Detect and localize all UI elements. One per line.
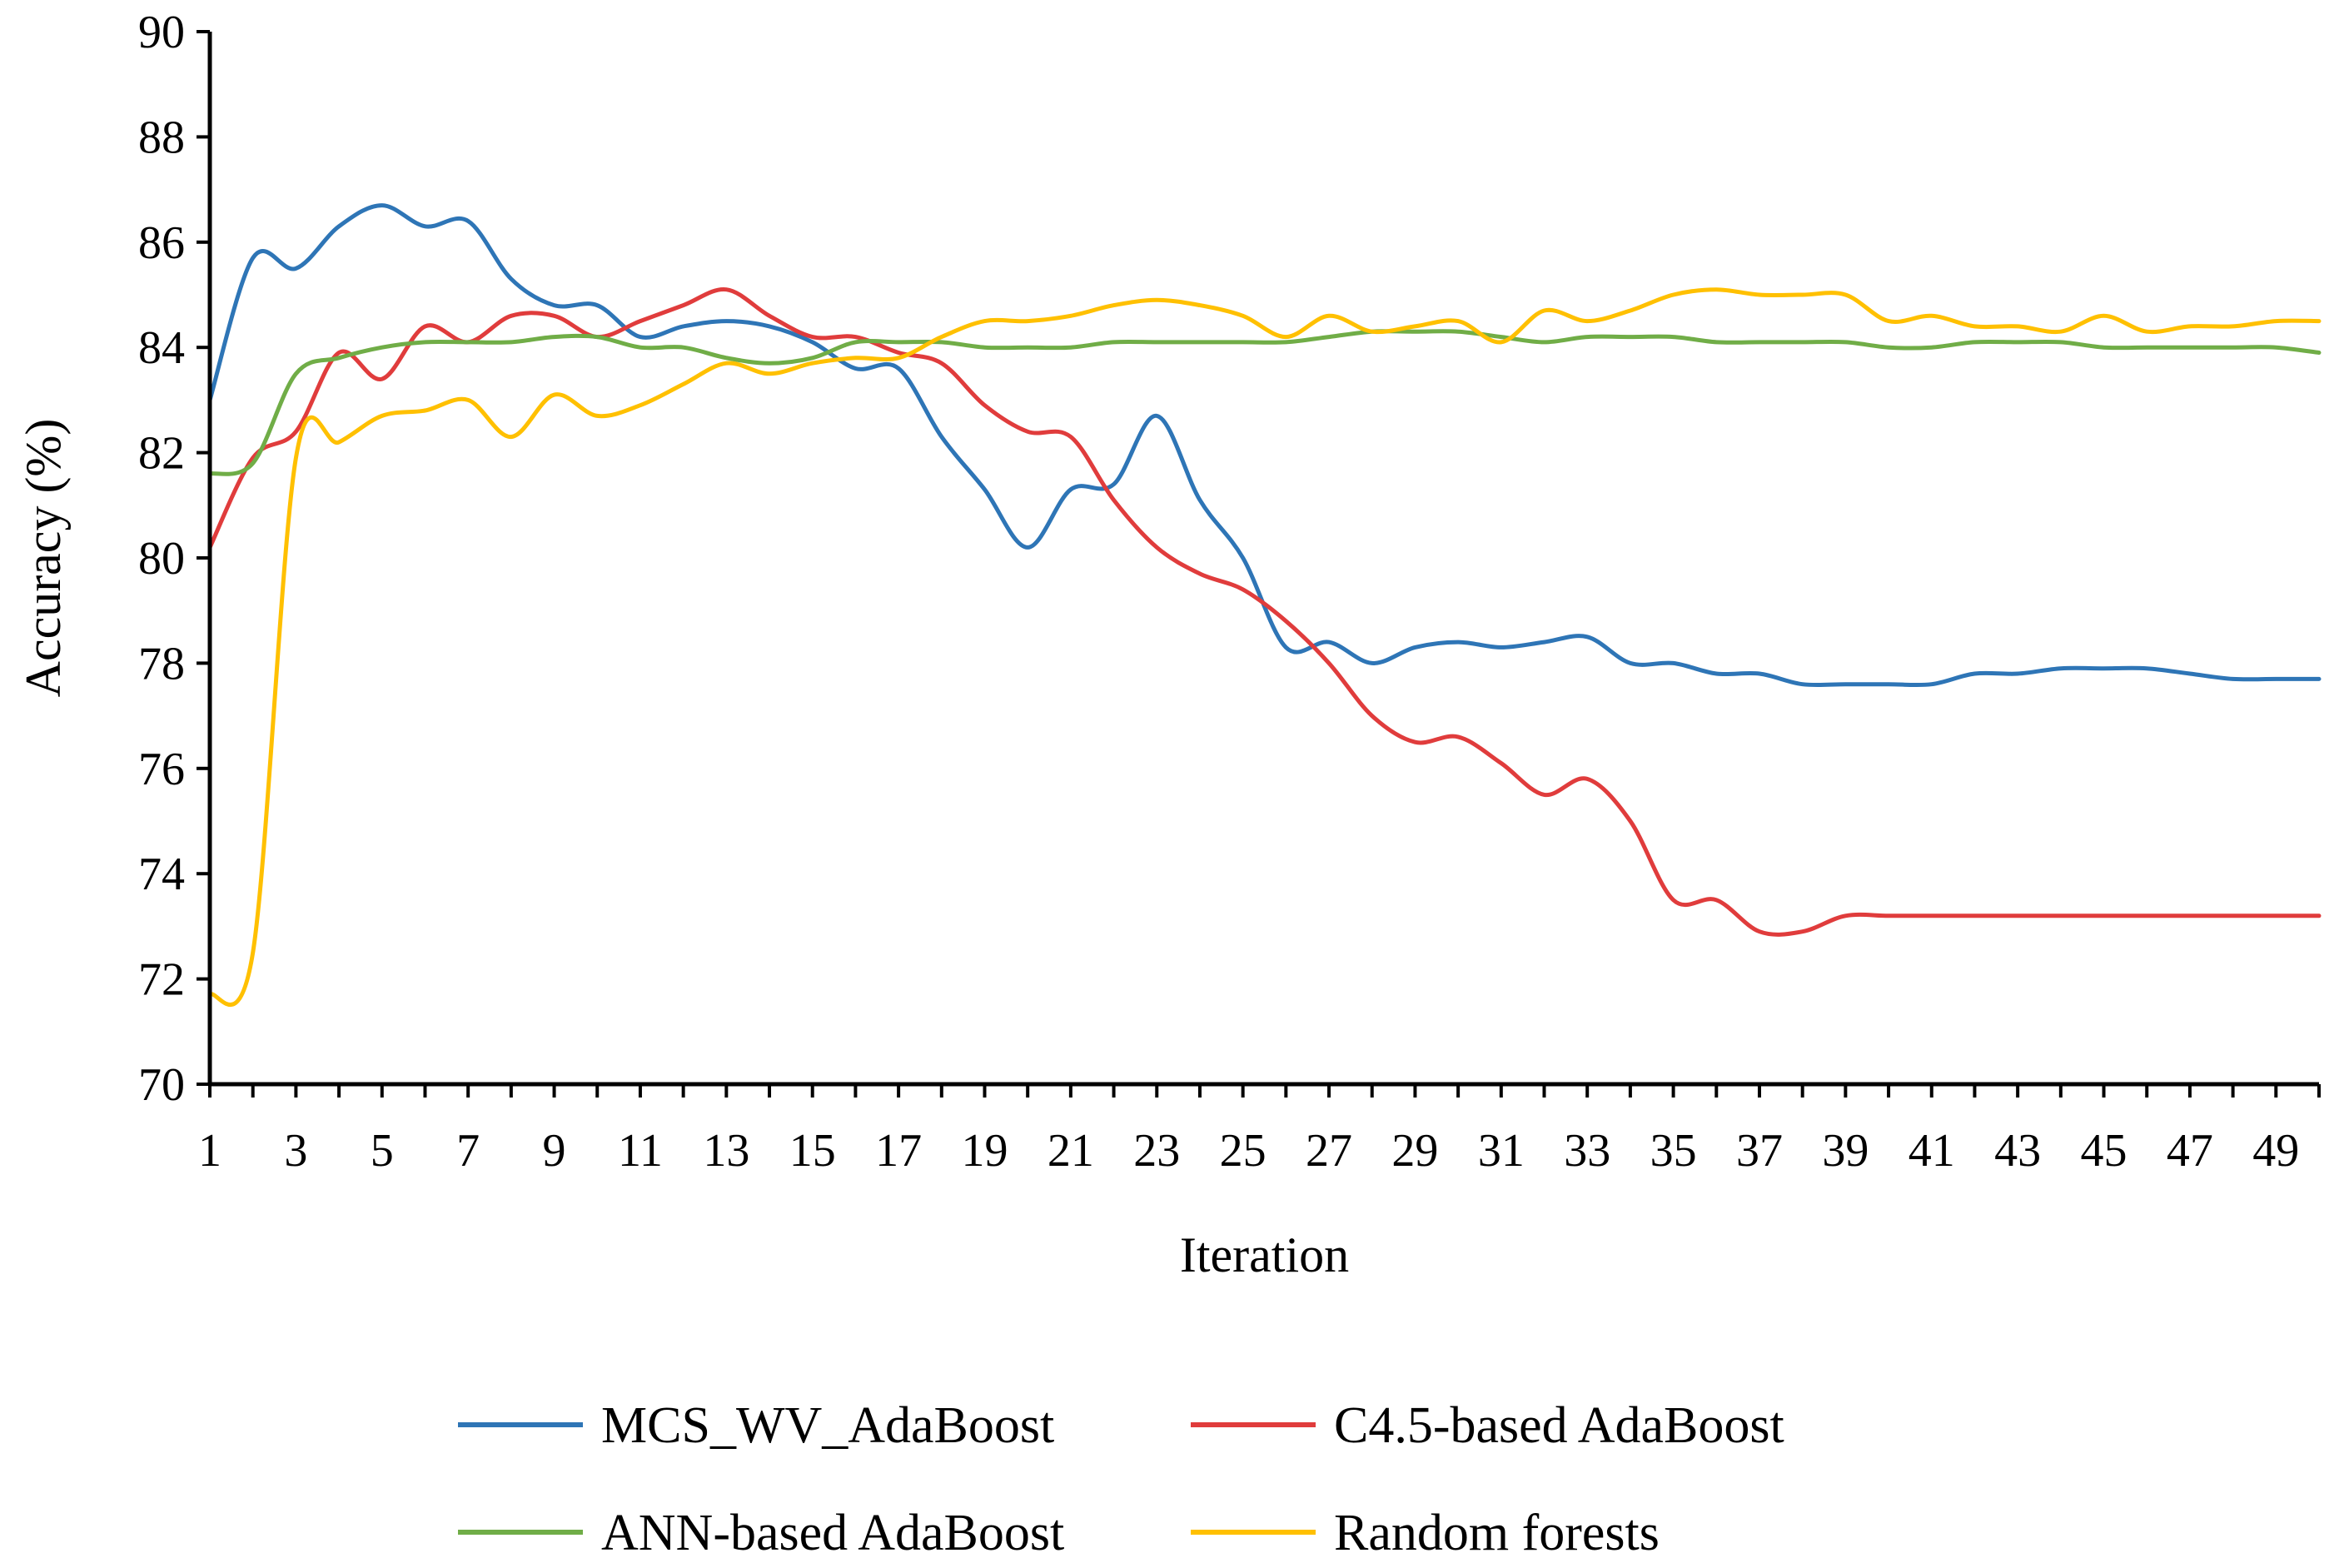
legend-item: MCS_WV_AdaBoost: [458, 1397, 1054, 1454]
y-tick-label: 90: [138, 7, 185, 58]
legend-label: MCS_WV_AdaBoost: [601, 1397, 1054, 1454]
series-line-mcs-wv-adaboost: [207, 203, 2322, 688]
y-tick-label: 84: [138, 322, 185, 374]
legend-item: C4.5-based AdaBoost: [1191, 1397, 1784, 1454]
x-tick-label: 21: [1048, 1125, 1094, 1177]
x-tick-label: 25: [1220, 1125, 1267, 1177]
x-tick-label: 29: [1391, 1125, 1438, 1177]
x-tick-label: 19: [961, 1125, 1008, 1177]
legend-label: C4.5-based AdaBoost: [1334, 1397, 1784, 1454]
x-tick-label: 11: [618, 1125, 663, 1177]
x-tick-label: 13: [703, 1125, 749, 1177]
x-tick-label: 17: [875, 1125, 922, 1177]
y-tick-label: 88: [138, 112, 185, 163]
series-line-random-forests: [207, 287, 2322, 1007]
x-tick-label: 39: [1822, 1125, 1869, 1177]
y-tick-label: 78: [138, 638, 185, 689]
x-axis-title: Iteration: [1180, 1227, 1349, 1282]
y-axis-title: Accuracy (%): [16, 419, 71, 698]
legend-label: ANN-based AdaBoost: [601, 1505, 1064, 1561]
x-tick-label: 47: [2167, 1125, 2213, 1177]
x-tick-label: 23: [1133, 1125, 1180, 1177]
y-tick-label: 72: [138, 954, 185, 1006]
y-tick-label: 80: [138, 533, 185, 585]
x-tick-label: 49: [2252, 1125, 2299, 1177]
y-tick-label: 86: [138, 217, 185, 269]
x-tick-label: 15: [789, 1125, 836, 1177]
x-tick-label: 33: [1564, 1125, 1610, 1177]
series-line-c45-adaboost: [207, 287, 2322, 937]
x-tick-label: 5: [371, 1125, 394, 1177]
x-tick-label: 37: [1736, 1125, 1783, 1177]
x-tick-label: 27: [1306, 1125, 1352, 1177]
x-tick-label: 41: [1909, 1125, 1955, 1177]
x-tick-label: 43: [1994, 1125, 2041, 1177]
x-tick-label: 3: [284, 1125, 307, 1177]
x-tick-label: 7: [456, 1125, 480, 1177]
x-tick-label: 35: [1650, 1125, 1697, 1177]
y-tick-label: 70: [138, 1059, 185, 1111]
x-tick-label: 9: [543, 1125, 566, 1177]
legend-label: Random forests: [1334, 1505, 1660, 1561]
x-tick-label: 1: [198, 1125, 221, 1177]
axes-layer: [207, 32, 2319, 1087]
y-tick-label: 74: [138, 849, 185, 900]
y-tick-label: 76: [138, 744, 185, 795]
legend-item: Random forests: [1191, 1505, 1660, 1561]
legend: MCS_WV_AdaBoost C4.5-based AdaBoost ANN-ba…: [458, 1397, 1784, 1561]
series-line-ann-adaboost: [207, 329, 2322, 476]
x-ticks: 1 3 5 7 9 11 13 15 17 19 21 23 25 27 29 31 33 35 37 39 41 43 4…: [198, 1084, 2321, 1177]
series-layer: [207, 203, 2322, 1007]
legend-item: ANN-based AdaBoost: [458, 1505, 1064, 1561]
y-tick-label: 82: [138, 428, 185, 480]
y-ticks: 70 72 74 76 78 80 82 84 86 88 90: [138, 7, 210, 1111]
x-tick-label: 45: [2081, 1125, 2127, 1177]
x-tick-label: 31: [1478, 1125, 1525, 1177]
